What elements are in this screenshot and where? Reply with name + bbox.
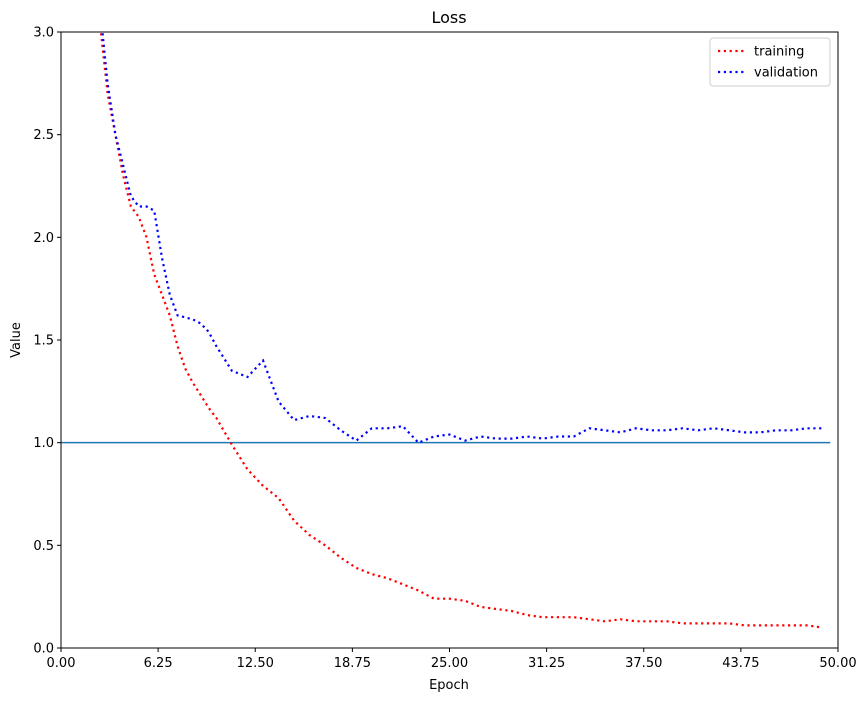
y-tick-label: 3.0 [33, 26, 54, 41]
legend-box [709, 37, 831, 87]
x-tick-label: 12.50 [237, 656, 274, 671]
y-tick-label: 0.0 [33, 642, 54, 657]
y-tick-label: 0.5 [33, 539, 54, 554]
x-tick-label: 31.25 [528, 656, 565, 671]
legend: training validation [709, 37, 831, 87]
x-tick-label: 6.25 [144, 656, 173, 671]
x-tick-label: 25.00 [431, 656, 468, 671]
y-axis-label: Value [9, 322, 24, 358]
x-tick-label: 37.50 [625, 656, 662, 671]
x-tick-label: 18.75 [334, 656, 371, 671]
y-tick-label: 1.0 [33, 436, 54, 451]
legend-label-validation: validation [754, 66, 818, 81]
x-tick-label: 43.75 [722, 656, 759, 671]
y-tick-label: 1.5 [33, 334, 54, 349]
y-tick-label: 2.0 [33, 231, 54, 246]
series-line-validation [101, 32, 823, 444]
legend-label-training: training [754, 45, 804, 60]
x-tick-label: 0.00 [47, 656, 76, 671]
x-tick-label: 50.00 [819, 656, 856, 671]
y-tick-label: 2.5 [33, 128, 54, 143]
x-axis-label: Epoch [429, 678, 469, 693]
chart-title: Loss [431, 8, 466, 27]
